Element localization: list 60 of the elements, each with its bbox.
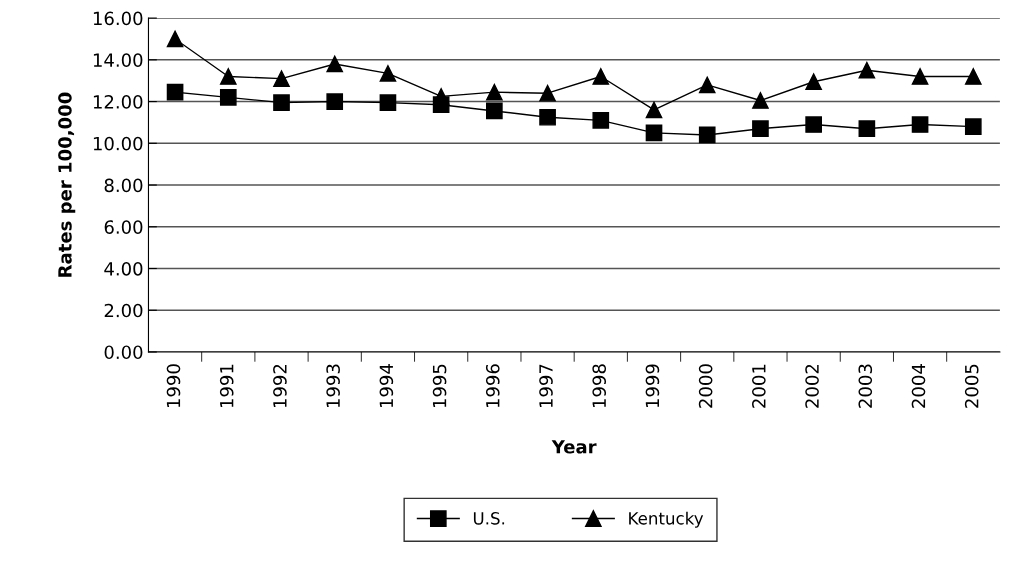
point	[326, 93, 344, 110]
point	[166, 30, 184, 48]
x-tick-label: 2002	[805, 364, 819, 408]
y-tick-label: 16.00	[93, 11, 143, 26]
x-tick-label: 1990	[166, 364, 181, 408]
x-tick-label: 2004	[911, 364, 926, 408]
y-tick-label: 6.00	[104, 220, 143, 234]
legend-label: U.S.	[473, 512, 505, 525]
x-tick-label: 1996	[485, 364, 500, 408]
point	[219, 89, 237, 106]
x-tick-label: 2001	[752, 364, 766, 408]
point	[539, 84, 556, 102]
point	[432, 88, 450, 105]
y-tick-label: 8.00	[104, 178, 143, 193]
point	[166, 83, 184, 101]
x-tick-label: 1998	[592, 364, 607, 408]
point	[486, 102, 503, 120]
x-tick-label: 2000	[698, 364, 713, 408]
y-axis-title: Rates per 100,000	[58, 92, 76, 277]
x-tick-label: 1993	[326, 364, 340, 408]
point	[379, 65, 397, 82]
point	[805, 116, 822, 133]
x-tick-label: 1991	[219, 364, 234, 408]
point	[964, 68, 982, 85]
point	[858, 61, 876, 79]
point	[273, 70, 290, 87]
x-tick-label: 2003	[858, 364, 873, 408]
x-tick-label: 1994	[379, 364, 394, 408]
point	[486, 83, 503, 101]
y-tick-label: 0.00	[104, 345, 143, 360]
legend-label: Kentucky	[629, 511, 704, 528]
point	[592, 68, 610, 85]
point	[645, 101, 663, 119]
point	[273, 94, 290, 111]
x-tick-label: 1992	[273, 364, 287, 408]
y-tick-label: 2.00	[104, 303, 143, 318]
x-tick-label: 2005	[964, 364, 979, 408]
point	[219, 68, 237, 85]
x-tick-label: 1995	[432, 364, 447, 408]
point	[964, 118, 982, 135]
point	[698, 126, 716, 144]
point	[592, 112, 610, 129]
point	[752, 92, 769, 109]
y-tick-label: 4.00	[104, 261, 143, 276]
x-axis-title: Year	[551, 440, 597, 454]
point	[752, 120, 769, 138]
point	[858, 120, 876, 138]
point	[326, 55, 344, 73]
y-tick-label: 12.00	[93, 95, 143, 109]
point	[645, 124, 663, 142]
point	[805, 73, 822, 91]
y-tick-label: 10.00	[93, 136, 143, 151]
point	[698, 76, 716, 94]
point	[379, 94, 397, 111]
x-tick-label: 1999	[645, 364, 660, 408]
y-tick-label: 14.00	[93, 53, 143, 67]
point	[911, 116, 929, 133]
x-tick-label: 1997	[539, 364, 553, 408]
point	[911, 68, 929, 85]
point	[539, 108, 556, 126]
